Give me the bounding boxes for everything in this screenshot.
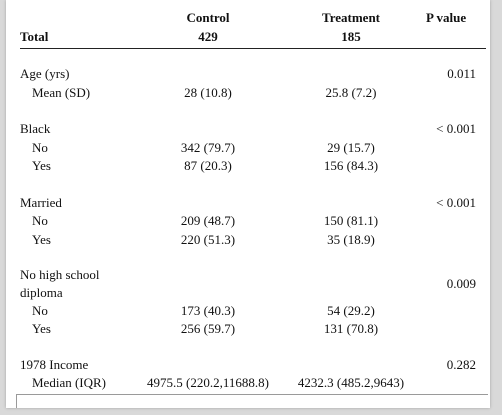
treatment-value: 4232.3 (485.2,9643) [297,375,405,390]
header-treatment: Treatment [322,10,380,25]
pvalue-nodegree: 0.009 [446,276,476,291]
treatment-value: 29 (15.7) [327,140,375,155]
header-control: Control [186,10,230,25]
pvalue-age: 0.011 [447,66,476,81]
row-label-nodegree-line1: No high school [20,267,100,282]
row-label-married: Married [20,195,62,210]
header-total: Total [20,29,49,44]
level-label: Median (IQR) [32,375,107,390]
treatment-value: 35 (18.9) [327,232,375,247]
pvalue-black: < 0.001 [436,121,476,136]
row-label-black: Black [20,121,51,136]
header-rule [20,48,486,49]
level-label: Mean (SD) [32,85,91,100]
level-label: Yes [32,158,51,173]
row-label-income: 1978 Income [20,357,89,372]
header-pvalue: P value [426,10,467,25]
row-label-age: Age (yrs) [20,66,70,81]
header-control-n: 429 [198,29,218,44]
level-label: No [32,140,48,155]
pvalue-married: < 0.001 [436,195,476,210]
control-value: 342 (79.7) [180,140,236,155]
control-value: 220 (51.3) [180,232,236,247]
pvalue-income: 0.282 [446,357,476,372]
header-treatment-n: 185 [341,29,361,44]
level-label: Yes [32,232,51,247]
control-value: 87 (20.3) [184,158,232,173]
control-value: 28 (10.8) [184,85,232,100]
treatment-value: 156 (84.3) [323,158,379,173]
bottom-border [16,394,488,395]
control-value: 256 (59.7) [180,321,236,336]
table-sheet: Total Control 429 Treatment 185 P value … [6,0,490,408]
treatment-value: 25.8 (7.2) [325,85,377,100]
treatment-value: 54 (29.2) [327,303,375,318]
control-value: 4975.5 (220.2,11688.8) [147,375,269,390]
treatment-value: 131 (70.8) [323,321,379,336]
treatment-value: 150 (81.1) [323,213,379,228]
control-value: 173 (40.3) [180,303,236,318]
row-label-nodegree-line2: diploma [20,285,63,300]
level-label: Yes [32,321,51,336]
bottom-left-tick [16,394,17,408]
control-value: 209 (48.7) [180,213,236,228]
level-label: No [32,303,48,318]
level-label: No [32,213,48,228]
